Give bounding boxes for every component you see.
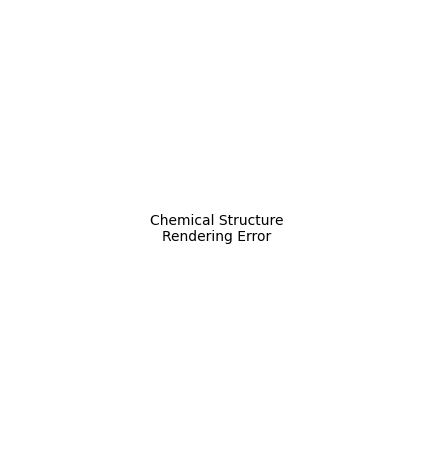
Text: Chemical Structure
Rendering Error: Chemical Structure Rendering Error — [149, 214, 283, 244]
